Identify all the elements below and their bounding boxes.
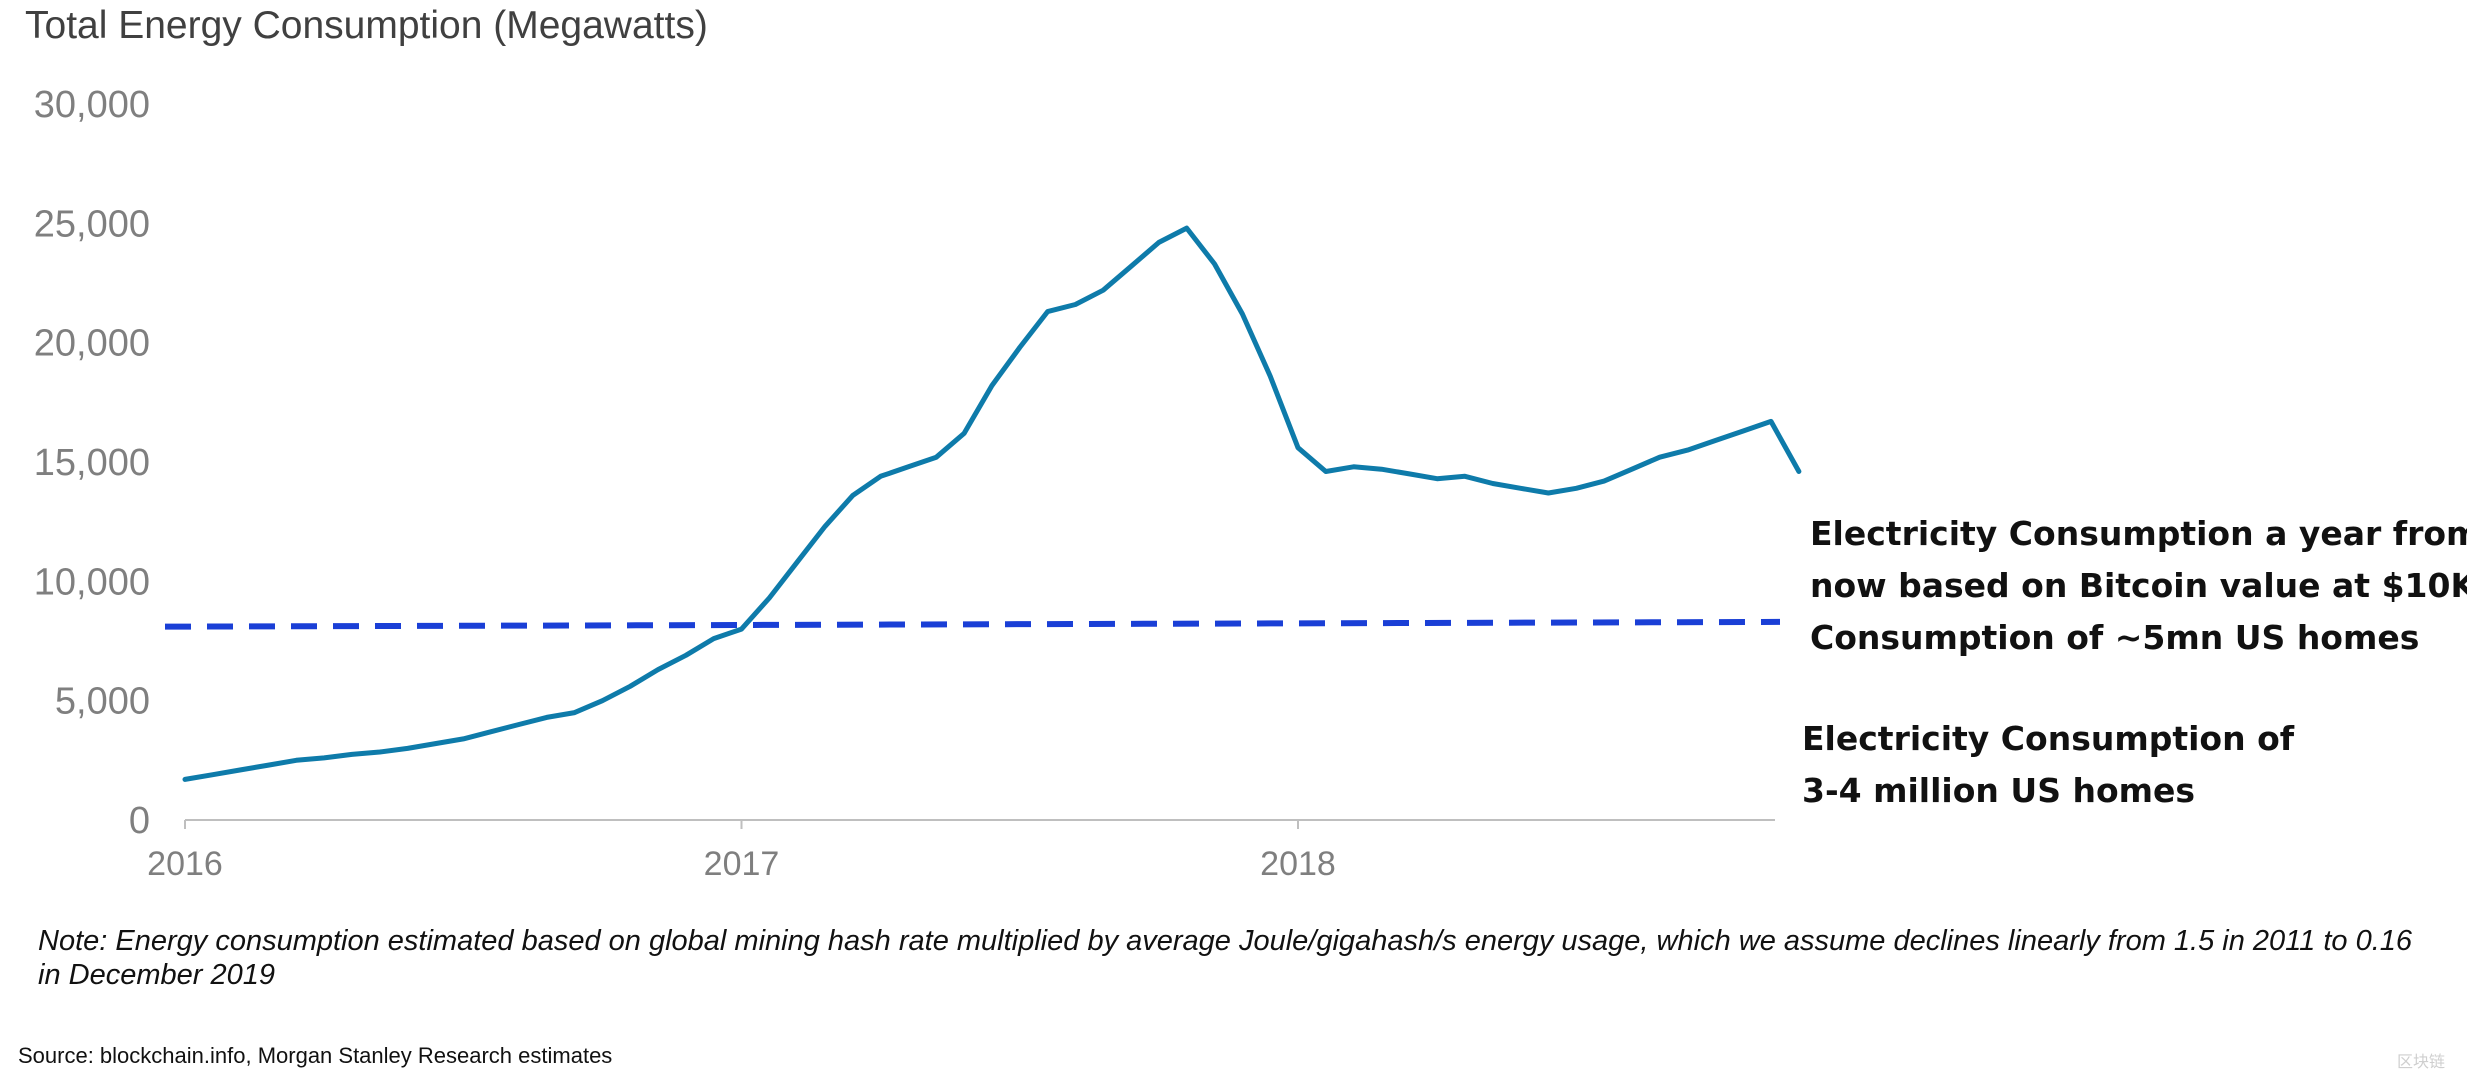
annotation-future-consumption: Electricity Consumption a year from now … [1810,508,2467,664]
y-tick-label: 30,000 [34,84,150,126]
watermark: 区块链 [2396,1054,2445,1071]
y-tick-label: 0 [129,800,150,842]
chart-title: Total Energy Consumption (Megawatts) [25,4,708,47]
y-tick-label: 20,000 [34,323,150,365]
x-tick-label: 2017 [704,845,780,883]
annotation-line: now based on Bitcoin value at $10K = [1810,566,2467,605]
chart-plot: 0 5,000 10,000 15,000 20,000 25,000 30,000 201… [34,84,1802,883]
annotation-line: Consumption of ~5mn US homes [1810,618,2420,657]
y-tick-label: 25,000 [34,203,150,245]
x-axis: 2016 2017 2018 [147,819,1775,883]
annotation-line: Electricity Consumption of [1802,719,2295,758]
x-tick-label: 2016 [147,845,223,883]
y-tick-label: 5,000 [55,681,150,723]
series-group [182,225,1802,782]
x-tick-label: 2018 [1260,845,1336,883]
annotation-current-consumption: Electricity Consumption of 3-4 million U… [1802,713,2294,817]
y-tick-label: 15,000 [34,442,150,484]
chart-source: Source: blockchain.info, Morgan Stanley … [18,1043,613,1068]
y-axis: 0 5,000 10,000 15,000 20,000 25,000 30,000 [34,84,150,842]
y-tick-label: 10,000 [34,561,150,603]
series-line [182,225,1802,782]
reference-line [164,618,1781,630]
annotation-line: Electricity Consumption a year from [1810,514,2467,553]
annotation-line: 3-4 million US homes [1802,771,2196,810]
reference-line-group [164,618,1781,630]
chart-note: Note: Energy consumption estimated based… [38,925,2413,991]
